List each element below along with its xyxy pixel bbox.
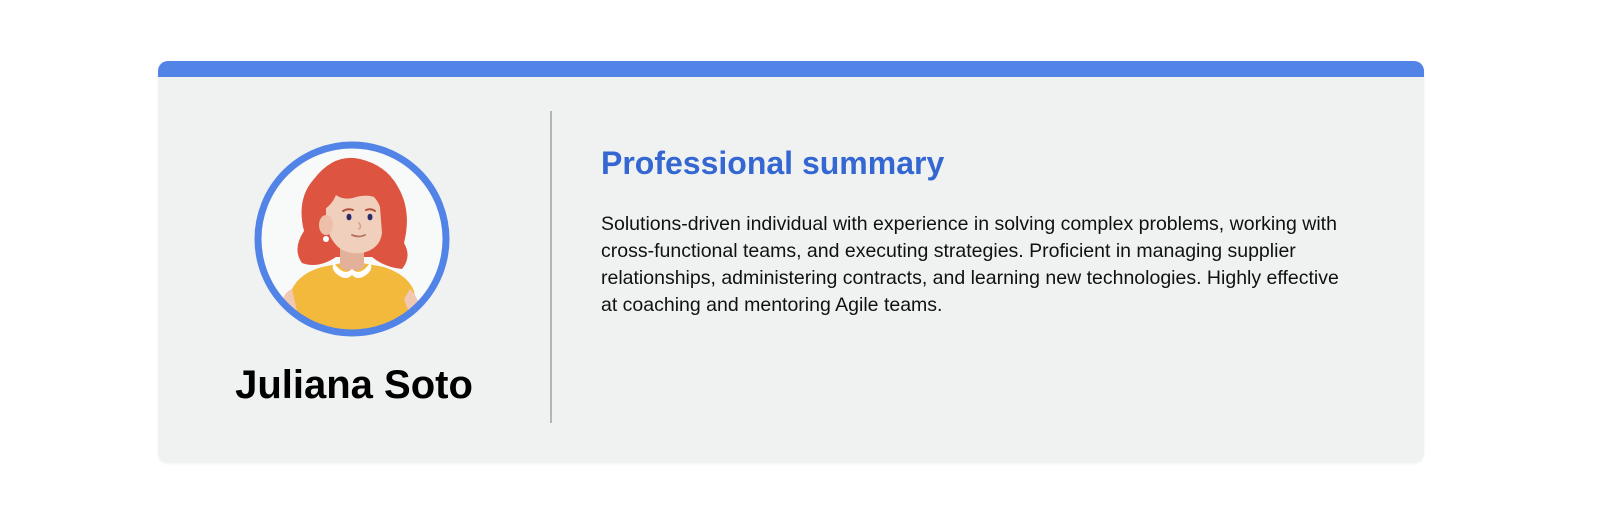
vertical-divider: [550, 111, 552, 423]
card-accent-bar: [158, 61, 1424, 77]
profile-panel: Juliana Soto: [158, 77, 550, 463]
person-name: Juliana Soto: [235, 363, 473, 407]
summary-panel: Professional summary Solutions-driven in…: [601, 77, 1381, 463]
avatar: [252, 139, 452, 339]
section-title: Professional summary: [601, 145, 945, 181]
profile-card: Juliana Soto Professional summary Soluti…: [158, 61, 1424, 463]
summary-text: Solutions-driven individual with experie…: [601, 213, 1339, 316]
person-avatar-icon: [254, 141, 450, 337]
